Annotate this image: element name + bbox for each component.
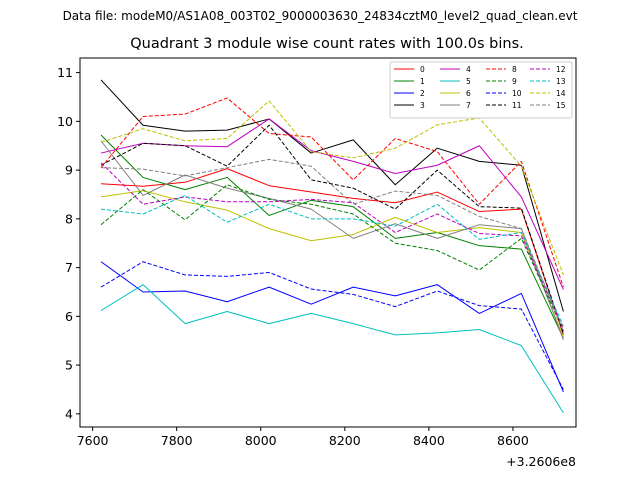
y-tick-label: 11	[57, 65, 73, 80]
series-line-2	[100, 261, 564, 393]
legend-label-0: 0	[420, 65, 425, 74]
series-line-7	[100, 140, 564, 340]
y-tick-label: 7	[65, 260, 73, 275]
chart-title: Quadrant 3 module wise count rates with …	[130, 36, 524, 52]
series-line-5	[100, 284, 564, 414]
series-line-15	[101, 158, 564, 332]
legend-label-7: 7	[466, 101, 471, 110]
y-tick-label: 6	[65, 309, 73, 324]
legend-label-5: 5	[466, 77, 471, 86]
legend-label-3: 3	[420, 101, 425, 110]
series-line-13	[100, 194, 564, 327]
legend-label-13: 13	[556, 77, 566, 86]
y-tick-label: 9	[65, 163, 73, 178]
series-line-1	[100, 134, 564, 339]
series-line-6	[100, 190, 564, 338]
series-line-14	[100, 100, 564, 276]
series-line-4	[100, 118, 564, 290]
x-tick-label: 8000	[245, 433, 277, 448]
legend-label-1: 1	[420, 77, 425, 86]
legend-label-12: 12	[556, 65, 566, 74]
y-tick-label: 10	[57, 114, 73, 129]
legend-label-2: 2	[420, 89, 425, 98]
legend-box	[389, 61, 573, 119]
x-tick-label: 7800	[161, 433, 193, 448]
series-line-10	[100, 261, 564, 390]
series-layer	[100, 79, 564, 414]
series-line-12	[100, 162, 564, 329]
x-tick-label: 8400	[413, 433, 445, 448]
y-tick-label: 8	[65, 211, 73, 226]
series-line-9	[100, 184, 564, 332]
x-tick-label: 8600	[497, 433, 529, 448]
legend-label-15: 15	[556, 101, 566, 110]
legend-label-6: 6	[466, 89, 471, 98]
legend-label-10: 10	[512, 89, 522, 98]
legend-label-11: 11	[512, 101, 522, 110]
legend-label-14: 14	[556, 89, 566, 98]
series-line-0	[100, 168, 564, 336]
x-tick-label: 7600	[77, 433, 109, 448]
x-tick-label: 8200	[329, 433, 361, 448]
y-tick-label: 4	[65, 406, 73, 421]
legend-label-4: 4	[466, 65, 471, 74]
suptitle: Data file: modeM0/AS1A08_003T02_90000036…	[63, 9, 578, 23]
y-tick-label: 5	[65, 358, 73, 373]
legend-label-8: 8	[512, 65, 517, 74]
series-line-3	[100, 79, 564, 312]
plot-frame	[79, 57, 577, 428]
legend-label-9: 9	[512, 77, 517, 86]
x-offset-label: +3.2606e8	[506, 454, 576, 469]
series-line-11	[100, 124, 564, 334]
